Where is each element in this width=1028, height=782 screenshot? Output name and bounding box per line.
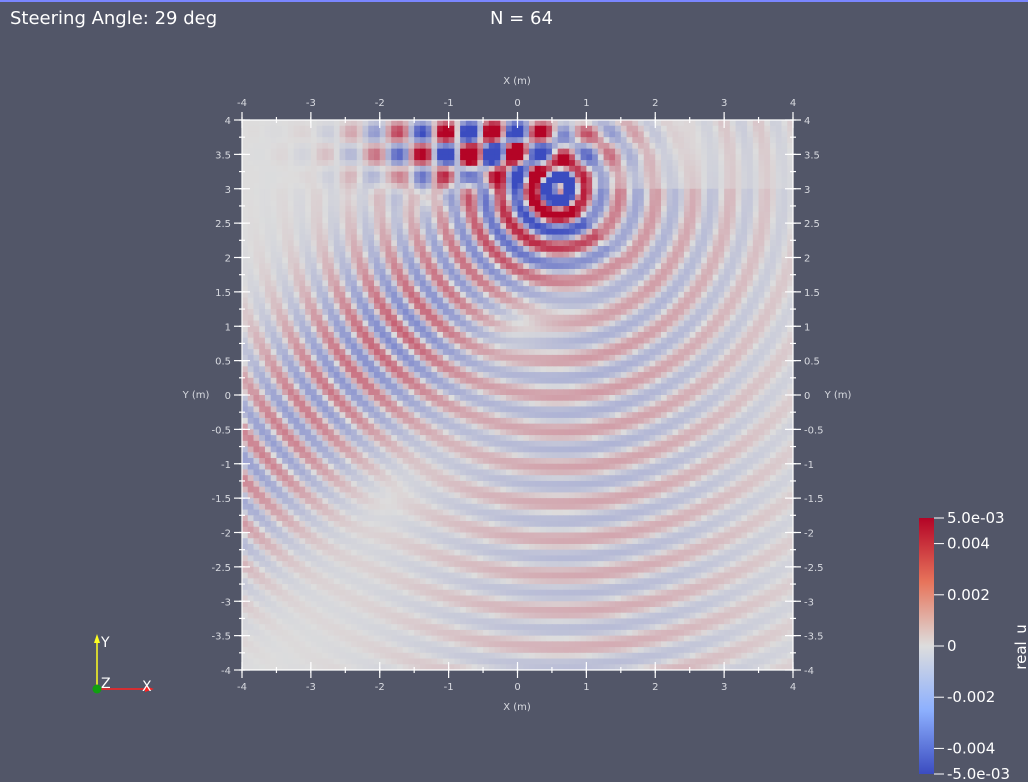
colorbar-tick-label: -0.002: [947, 688, 995, 706]
x-tick-label-top: -1: [444, 98, 454, 109]
y-tick-label-left: 4: [225, 116, 231, 127]
colorbar-tick-label: 5.0e-03: [947, 509, 1005, 527]
x-tick-label-top: -2: [375, 98, 385, 109]
x-tick-label-bottom: -4: [237, 682, 247, 693]
n-label: N = 64: [490, 8, 553, 29]
x-tick-label-bottom: 0: [514, 682, 520, 693]
x-axis-title-bottom: X (m): [503, 702, 531, 713]
y-tick-label-right: -3: [804, 597, 814, 608]
y-tick-label-left: 0: [225, 391, 231, 402]
y-tick-label-right: -2: [804, 529, 814, 540]
y-tick-label-left: -3: [221, 597, 231, 608]
y-tick-label-right: 1.5: [804, 288, 820, 299]
y-tick-label-right: -4: [804, 666, 814, 677]
y-tick-label-left: 0.5: [215, 357, 231, 368]
y-axis-title-right: Y (m): [824, 390, 852, 401]
colorbar-title: real_u: [1012, 624, 1028, 669]
colorbar-tick-label: 0: [947, 637, 957, 655]
colorbar-tick-label: 0.002: [947, 586, 990, 604]
y-tick-label-left: 2.5: [215, 219, 231, 230]
y-tick-label-right: -2.5: [804, 563, 824, 574]
x-tick-label-top: 4: [790, 98, 796, 109]
orientation-y-label: Y: [100, 635, 110, 651]
y-tick-label-left: -1: [221, 460, 231, 471]
y-tick-label-left: -2: [221, 529, 231, 540]
y-tick-label-right: 1: [804, 322, 810, 333]
y-tick-label-right: 2: [804, 254, 810, 265]
y-tick-label-right: -0.5: [804, 425, 824, 436]
y-tick-label-right: 4: [804, 116, 810, 127]
y-tick-label-left: 2: [225, 254, 231, 265]
y-tick-label-right: 0: [804, 391, 810, 402]
x-tick-label-bottom: 3: [721, 682, 727, 693]
y-tick-label-left: 1: [225, 322, 231, 333]
x-tick-label-top: -3: [306, 98, 316, 109]
y-tick-label-right: 3.5: [804, 150, 820, 161]
y-tick-label-right: 0.5: [804, 357, 820, 368]
x-tick-label-bottom: -2: [375, 682, 385, 693]
orientation-x-label: X: [142, 679, 152, 695]
y-tick-label-left: -1.5: [211, 494, 231, 505]
x-tick-label-bottom: -3: [306, 682, 316, 693]
x-axis-title-top: X (m): [503, 76, 531, 87]
colorbar-tick-label: -0.004: [947, 739, 995, 757]
x-tick-label-bottom: 4: [790, 682, 796, 693]
x-tick-label-top: 2: [652, 98, 658, 109]
y-tick-label-left: -4: [221, 666, 231, 677]
y-tick-label-right: -1.5: [804, 494, 824, 505]
y-tick-label-left: -0.5: [211, 425, 231, 436]
y-axis-title-left: Y (m): [182, 390, 210, 401]
colorbar-tick-label: 0.004: [947, 535, 990, 553]
x-tick-label-top: 3: [721, 98, 727, 109]
y-tick-label-left: 1.5: [215, 288, 231, 299]
y-tick-label-right: 2.5: [804, 219, 820, 230]
y-tick-label-right: -3.5: [804, 632, 824, 643]
orientation-z-label: Z: [101, 676, 111, 692]
x-tick-label-bottom: -1: [444, 682, 454, 693]
colorbar-tick-label: -5.0e-03: [947, 765, 1010, 782]
x-tick-label-top: 0: [514, 98, 520, 109]
x-tick-label-bottom: 1: [583, 682, 589, 693]
x-tick-label-top: 1: [583, 98, 589, 109]
steering-angle-label: Steering Angle: 29 deg: [10, 8, 218, 29]
colorbar-gradient: [919, 518, 934, 774]
y-tick-label-left: -2.5: [211, 563, 231, 574]
y-tick-label-left: -3.5: [211, 632, 231, 643]
x-tick-label-bottom: 2: [652, 682, 658, 693]
y-tick-label-left: 3: [225, 185, 231, 196]
wave-field-plot[interactable]: [242, 120, 793, 670]
x-tick-label-top: -4: [237, 98, 247, 109]
y-tick-label-right: 3: [804, 185, 810, 196]
y-tick-label-right: -1: [804, 460, 814, 471]
wave-field-image: [242, 120, 793, 670]
orientation-axes: Y Z X: [92, 634, 154, 695]
y-tick-label-left: 3.5: [215, 150, 231, 161]
